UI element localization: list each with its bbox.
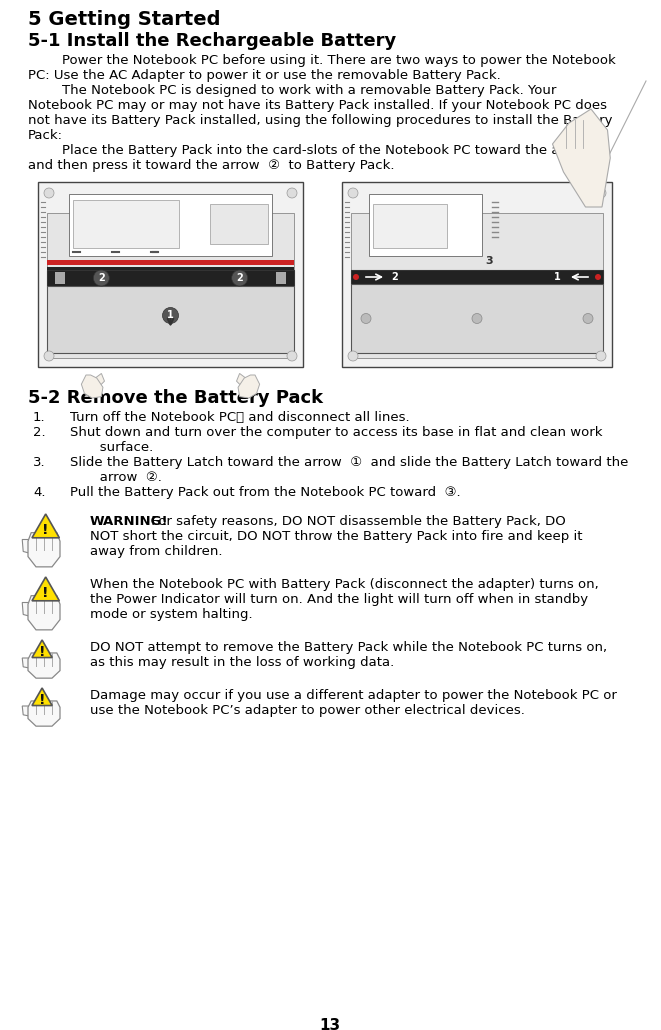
Bar xyxy=(351,270,603,284)
Bar xyxy=(369,194,483,256)
Text: Damage may occur if you use a different adapter to power the Notebook PC or: Damage may occur if you use a different … xyxy=(90,689,617,702)
Bar xyxy=(47,267,294,270)
Bar xyxy=(373,204,447,248)
Text: !: ! xyxy=(39,693,46,707)
Polygon shape xyxy=(32,577,59,600)
Text: 5-1 Install the Rechargeable Battery: 5-1 Install the Rechargeable Battery xyxy=(28,32,396,50)
Text: Pack:: Pack: xyxy=(28,129,63,142)
Text: 2: 2 xyxy=(391,272,398,282)
Circle shape xyxy=(596,351,606,360)
Text: the Power Indicator will turn on. And the light will turn off when in standby: the Power Indicator will turn on. And th… xyxy=(90,593,588,606)
Text: 2: 2 xyxy=(236,273,243,283)
Bar xyxy=(47,270,294,286)
Text: and then press it toward the arrow  ②  to Battery Pack.: and then press it toward the arrow ② to … xyxy=(28,159,395,172)
Polygon shape xyxy=(95,374,104,386)
Circle shape xyxy=(583,313,593,323)
Bar xyxy=(38,182,303,367)
Bar xyxy=(69,194,272,256)
Circle shape xyxy=(231,270,248,286)
Circle shape xyxy=(348,188,358,198)
Text: 2: 2 xyxy=(98,273,104,283)
Polygon shape xyxy=(237,374,246,386)
Text: !: ! xyxy=(42,586,49,599)
Text: 1: 1 xyxy=(555,272,561,282)
Circle shape xyxy=(163,308,178,323)
Bar xyxy=(47,286,294,353)
Text: 13: 13 xyxy=(319,1018,340,1030)
Text: 5-2 Remove the Battery Pack: 5-2 Remove the Battery Pack xyxy=(28,389,323,407)
Circle shape xyxy=(44,351,54,360)
Text: mode or system halting.: mode or system halting. xyxy=(90,608,253,621)
Polygon shape xyxy=(22,706,30,716)
Polygon shape xyxy=(28,533,60,566)
Text: !: ! xyxy=(39,645,46,659)
Polygon shape xyxy=(32,688,52,706)
Circle shape xyxy=(44,188,54,198)
Polygon shape xyxy=(32,640,52,657)
Text: Pull the Battery Pack out from the Notebook PC toward  ③.: Pull the Battery Pack out from the Noteb… xyxy=(70,486,461,499)
Text: surface.: surface. xyxy=(70,441,153,454)
Text: 3.: 3. xyxy=(33,456,46,469)
Text: 4.: 4. xyxy=(33,486,46,499)
Bar xyxy=(73,200,178,248)
Text: 5 Getting Started: 5 Getting Started xyxy=(28,10,221,29)
Bar xyxy=(276,272,286,284)
Bar xyxy=(47,213,294,358)
Text: 2.: 2. xyxy=(33,426,46,439)
Text: When the Notebook PC with Battery Pack (disconnect the adapter) turns on,: When the Notebook PC with Battery Pack (… xyxy=(90,578,599,591)
Text: The Notebook PC is designed to work with a removable Battery Pack. Your: The Notebook PC is designed to work with… xyxy=(28,84,557,97)
Bar xyxy=(47,260,294,265)
Circle shape xyxy=(348,351,358,360)
Text: away from children.: away from children. xyxy=(90,545,223,558)
Text: DO NOT attempt to remove the Battery Pack while the Notebook PC turns on,: DO NOT attempt to remove the Battery Pac… xyxy=(90,641,607,654)
Text: 3: 3 xyxy=(486,256,493,266)
Circle shape xyxy=(93,270,109,286)
Polygon shape xyxy=(81,375,103,399)
Text: PC: Use the AC Adapter to power it or use the removable Battery Pack.: PC: Use the AC Adapter to power it or us… xyxy=(28,69,501,82)
Text: Place the Battery Pack into the card-slots of the Notebook PC toward the arrow  : Place the Battery Pack into the card-slo… xyxy=(28,144,609,157)
Polygon shape xyxy=(22,603,30,616)
Text: Turn off the Notebook PC， and disconnect all lines.: Turn off the Notebook PC， and disconnect… xyxy=(70,411,410,424)
Polygon shape xyxy=(22,540,30,553)
Bar xyxy=(210,204,268,244)
Circle shape xyxy=(353,274,359,280)
Circle shape xyxy=(287,351,297,360)
Circle shape xyxy=(595,274,601,280)
Bar xyxy=(55,272,65,284)
Circle shape xyxy=(361,313,371,323)
Text: Slide the Battery Latch toward the arrow  ①  and slide the Battery Latch toward : Slide the Battery Latch toward the arrow… xyxy=(70,456,629,469)
Text: NOT short the circuit, DO NOT throw the Battery Pack into fire and keep it: NOT short the circuit, DO NOT throw the … xyxy=(90,530,582,543)
Polygon shape xyxy=(32,514,59,538)
Bar xyxy=(351,284,603,353)
Text: 1: 1 xyxy=(167,310,174,320)
Text: arrow  ②.: arrow ②. xyxy=(70,471,162,484)
Polygon shape xyxy=(22,658,30,668)
Bar xyxy=(351,213,603,358)
Text: WARNING!: WARNING! xyxy=(90,515,169,528)
Text: use the Notebook PC’s adapter to power other electrical devices.: use the Notebook PC’s adapter to power o… xyxy=(90,703,525,717)
Text: For safety reasons, DO NOT disassemble the Battery Pack, DO: For safety reasons, DO NOT disassemble t… xyxy=(147,515,566,528)
Polygon shape xyxy=(28,701,60,726)
Text: Notebook PC may or may not have its Battery Pack installed. If your Notebook PC : Notebook PC may or may not have its Batt… xyxy=(28,99,607,112)
Circle shape xyxy=(287,188,297,198)
Text: not have its Battery Pack installed, using the following procedures to install t: not have its Battery Pack installed, usi… xyxy=(28,114,613,127)
Text: Power the Notebook PC before using it. There are two ways to power the Notebook: Power the Notebook PC before using it. T… xyxy=(28,54,616,67)
Circle shape xyxy=(472,313,482,323)
Polygon shape xyxy=(28,595,60,630)
Text: !: ! xyxy=(42,523,49,537)
Bar xyxy=(342,182,612,367)
Text: Shut down and turn over the computer to access its base in flat and clean work: Shut down and turn over the computer to … xyxy=(70,426,602,439)
Polygon shape xyxy=(28,653,60,678)
Polygon shape xyxy=(238,375,260,399)
Text: as this may result in the loss of working data.: as this may result in the loss of workin… xyxy=(90,656,394,670)
Circle shape xyxy=(596,188,606,198)
Polygon shape xyxy=(553,109,610,207)
Text: 1.: 1. xyxy=(33,411,46,424)
